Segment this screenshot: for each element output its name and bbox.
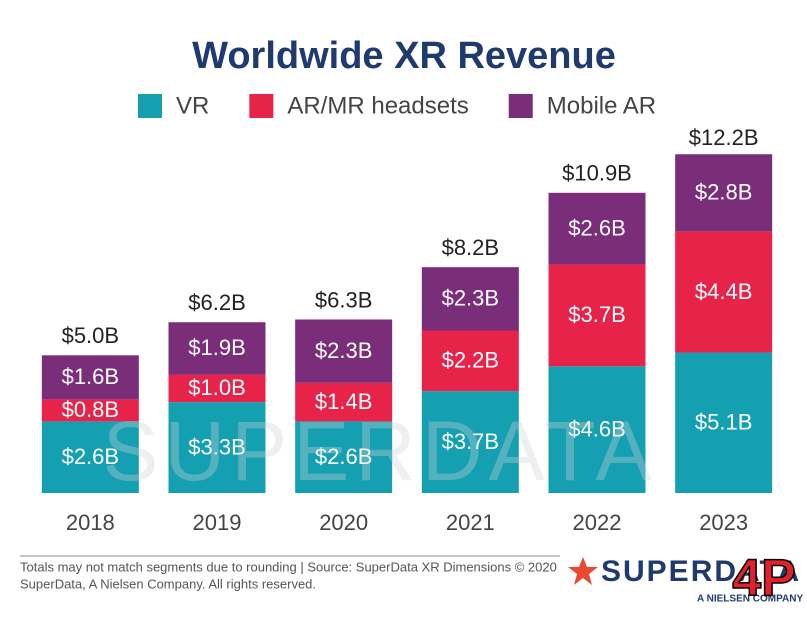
total-label: $12.2B <box>689 125 759 150</box>
value-label: $1.4B <box>315 389 373 414</box>
logo-star <box>568 557 598 585</box>
bar-segment <box>421 267 519 331</box>
value-label: $2.6B <box>568 215 626 240</box>
value-label: $3.7B <box>568 302 626 327</box>
total-label: $8.2B <box>442 235 500 260</box>
x-tick-label: 2021 <box>446 510 495 535</box>
bar-segment <box>548 264 646 367</box>
bar-segment <box>295 421 393 493</box>
legend-swatch <box>249 94 274 118</box>
x-tick-label: 2019 <box>193 510 242 535</box>
bars <box>41 154 773 493</box>
value-label: $2.8B <box>695 180 753 205</box>
x-tick-label: 2020 <box>319 510 368 535</box>
bar-segment <box>295 382 393 422</box>
bar-segment <box>421 330 519 392</box>
logo-name: SUPERDATA <box>601 555 801 588</box>
bar-segment <box>548 366 646 493</box>
total-label: $10.9B <box>562 161 632 186</box>
legend-label: Mobile AR <box>547 92 656 119</box>
legend-label: AR/MR headsets <box>287 92 468 119</box>
bar-segment <box>41 355 139 400</box>
value-label: $3.3B <box>188 434 246 459</box>
legend-swatch <box>138 94 162 118</box>
legend-swatch <box>508 94 533 118</box>
value-label: $2.2B <box>442 348 500 373</box>
bar-segment <box>421 391 519 493</box>
value-label: $5.1B <box>695 410 753 435</box>
logo-tagline: A NIELSEN COMPANY <box>697 594 803 605</box>
value-label: $2.3B <box>315 338 373 363</box>
value-label: $1.0B <box>188 375 246 400</box>
value-label: $1.6B <box>62 364 120 389</box>
bar-segment <box>41 421 139 493</box>
value-label: $2.6B <box>62 444 120 469</box>
footnote: SuperData, A Nielsen Company. All rights… <box>20 576 316 591</box>
value-label: $2.3B <box>442 286 500 311</box>
value-label: $1.9B <box>188 335 246 360</box>
bar-segment <box>168 374 266 403</box>
bar-segment <box>41 399 139 422</box>
bar-segment <box>548 192 646 265</box>
bar-segment <box>675 154 773 232</box>
chart-title: Worldwide XR Revenue <box>192 35 616 77</box>
legend-label: VR <box>176 92 209 119</box>
bar-segment <box>675 231 773 353</box>
value-label: $4.4B <box>695 279 753 304</box>
watermark: SUPERDATA <box>103 404 658 498</box>
badge: 4P <box>732 550 796 608</box>
total-label: $6.2B <box>188 290 246 315</box>
x-tick-label: 2018 <box>66 510 115 535</box>
x-tick-label: 2022 <box>573 510 622 535</box>
bar-segment <box>295 319 393 383</box>
footnote: Totals may not match segments due to rou… <box>20 559 557 574</box>
value-label: $3.7B <box>442 429 500 454</box>
total-label: $6.3B <box>315 287 373 312</box>
value-label: $2.6B <box>315 444 373 469</box>
bar-segment <box>675 352 773 493</box>
value-label: $0.8B <box>62 397 120 422</box>
bar-segment <box>168 322 266 375</box>
value-label: $4.6B <box>568 416 626 441</box>
x-tick-label: 2023 <box>699 510 748 535</box>
total-label: $5.0B <box>62 323 120 348</box>
bar-segment <box>168 402 266 493</box>
